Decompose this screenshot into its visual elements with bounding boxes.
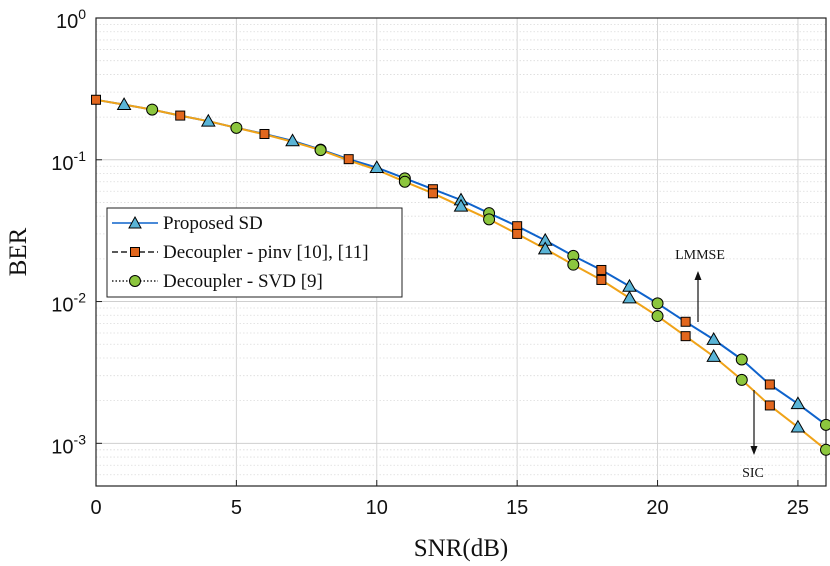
lmmse-arrow-head <box>694 271 702 280</box>
legend-triangle-icon <box>128 215 142 229</box>
markers <box>91 94 830 456</box>
marker-circle <box>820 443 830 456</box>
y-tick-label: 10-2 <box>51 290 86 317</box>
marker-square <box>512 228 523 239</box>
marker-triangle <box>790 419 806 433</box>
sic-annotation: SIC <box>742 390 764 481</box>
marker-square <box>596 274 607 285</box>
marker-circle <box>146 103 159 116</box>
y-tick-label: 10-1 <box>51 148 86 175</box>
marker-circle <box>651 297 664 310</box>
marker-circle <box>314 144 327 157</box>
x-tick-label: 20 <box>646 497 668 519</box>
marker-square <box>91 94 101 105</box>
x-tick-label: 5 <box>231 497 242 519</box>
x-tick-label: 25 <box>787 497 809 519</box>
legend-item-decoupler-pinv: Decoupler - pinv [10], [11] <box>112 242 369 263</box>
x-tick-label: 10 <box>366 497 388 519</box>
y-tick-label: 100 <box>56 6 86 33</box>
marker-triangle <box>706 348 722 362</box>
legend-label-decoupler-pinv: Decoupler - pinv [10], [11] <box>163 242 369 263</box>
legend-square-icon <box>130 247 140 257</box>
marker-square <box>680 316 691 327</box>
x-tick-label: 15 <box>506 497 528 519</box>
marker-circle <box>483 213 496 226</box>
marker-triangle <box>200 113 216 127</box>
marker-square <box>596 264 607 275</box>
marker-triangle <box>453 198 469 212</box>
legend: Proposed SD Decoupler - pinv [10], [11] … <box>106 207 403 298</box>
lmmse-label: LMMSE <box>675 248 725 263</box>
legend-item-decoupler-svd: Decoupler - SVD [9] <box>112 271 323 292</box>
x-tick-label: 0 <box>90 497 101 519</box>
ticks: 0 5 10 15 20 25 100 10-1 10-2 10-3 <box>51 6 809 519</box>
legend-item-proposed-sd: Proposed SD <box>112 213 263 234</box>
x-axis-label: SNR(dB) <box>414 535 508 562</box>
y-tick-label: 10-3 <box>51 431 86 458</box>
plot-frame <box>95 17 827 487</box>
sic-label: SIC <box>742 466 764 481</box>
marker-triangle <box>285 133 300 147</box>
legend-label-decoupler-svd: Decoupler - SVD [9] <box>163 271 323 292</box>
legend-circle-icon <box>129 275 141 287</box>
sic-arrow-head <box>750 446 758 455</box>
lmmse-annotation: LMMSE <box>675 248 725 322</box>
marker-square <box>175 110 186 121</box>
marker-triangle <box>116 97 132 110</box>
marker-triangle <box>706 331 722 345</box>
marker-circle <box>398 175 411 188</box>
marker-square <box>764 379 775 390</box>
marker-circle <box>735 373 748 386</box>
marker-square <box>680 331 691 342</box>
marker-triangle <box>369 160 385 174</box>
marker-triangle <box>790 396 806 410</box>
y-axis-label: BER <box>5 227 32 276</box>
marker-circle <box>820 418 830 431</box>
marker-circle <box>735 353 748 366</box>
marker-triangle <box>622 278 637 292</box>
marker-circle <box>651 310 664 323</box>
marker-square <box>343 154 354 165</box>
marker-triangle <box>622 290 637 304</box>
marker-circle <box>230 121 243 134</box>
marker-square <box>764 400 775 411</box>
marker-square <box>427 188 438 199</box>
marker-circle <box>567 258 580 271</box>
legend-label-proposed-sd: Proposed SD <box>163 213 263 234</box>
marker-triangle <box>537 241 553 255</box>
marker-square <box>259 128 270 139</box>
